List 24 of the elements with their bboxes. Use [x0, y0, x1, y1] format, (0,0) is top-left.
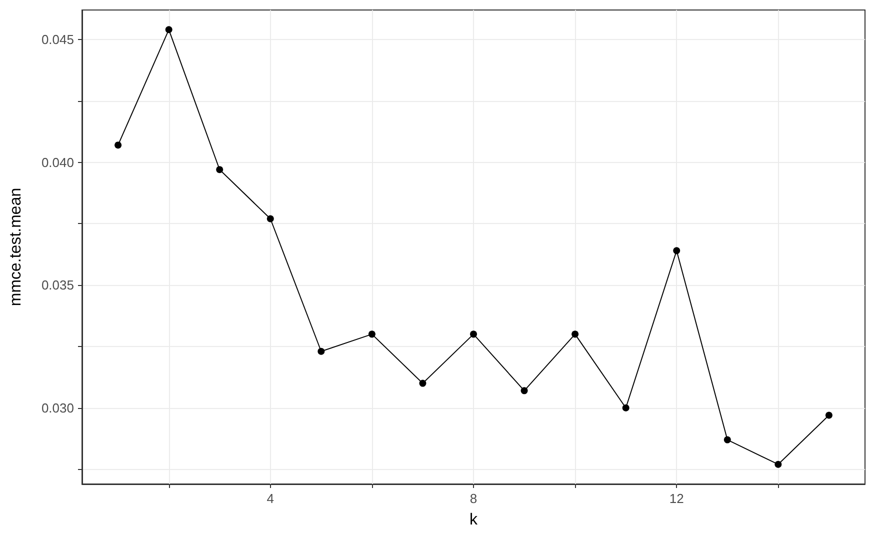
point: [318, 348, 325, 355]
point: [216, 166, 224, 174]
point: [114, 142, 122, 149]
x-tick-label: 12: [669, 491, 684, 506]
x-tick-label: 4: [266, 491, 274, 506]
point: [419, 380, 426, 387]
point: [724, 436, 731, 444]
point: [572, 330, 579, 338]
y-axis-title: mmce.test.mean: [8, 188, 24, 306]
point: [774, 460, 782, 468]
y-tick-label: 0.030: [41, 400, 74, 416]
y-tick-label: 0.045: [41, 32, 74, 47]
x-tick-label: 8: [470, 491, 478, 506]
point: [165, 26, 172, 34]
point: [470, 330, 477, 338]
point: [622, 404, 630, 412]
point: [673, 247, 680, 254]
point: [825, 412, 832, 419]
point: [368, 330, 376, 338]
y-tick-label: 0.040: [41, 154, 74, 170]
y-tick-label: 0.035: [41, 278, 74, 293]
point: [520, 387, 528, 394]
point: [266, 215, 274, 222]
x-axis-title: k: [470, 512, 478, 528]
